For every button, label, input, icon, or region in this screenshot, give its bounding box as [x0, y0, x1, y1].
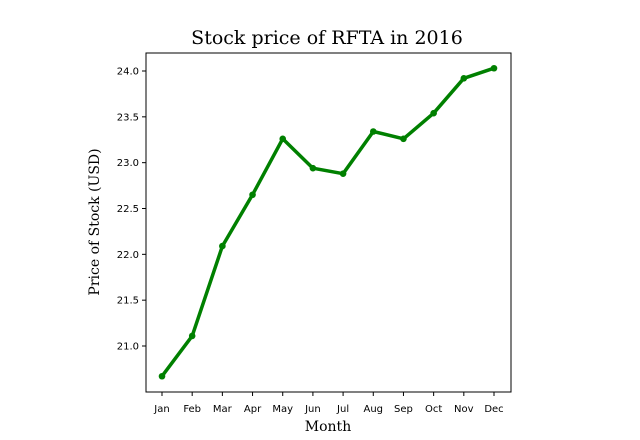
data-point — [188, 332, 196, 340]
x-tick-label: Oct — [425, 404, 442, 415]
x-tick-label: Dec — [484, 404, 503, 415]
data-point — [309, 164, 317, 172]
x-tick-label: Jan — [153, 404, 169, 415]
x-axis-label: Month — [305, 419, 351, 435]
x-tick-label: Jul — [336, 404, 349, 415]
series-line — [160, 66, 496, 378]
y-axis-label: Price of Stock (USD) — [87, 148, 103, 295]
x-tick-label: Aug — [364, 404, 384, 415]
data-point — [369, 128, 377, 135]
x-tick-label: Sep — [394, 404, 413, 415]
x-tick-label: Mar — [213, 404, 233, 415]
data-point — [460, 75, 468, 82]
data-point — [279, 135, 287, 143]
x-tick-label: Jun — [304, 404, 321, 415]
x-tick-label: Apr — [244, 404, 262, 415]
x-tick-label: Feb — [183, 404, 201, 415]
chart-title: Stock price of RFTA in 2016 — [191, 27, 463, 49]
data-point — [400, 135, 407, 143]
plot-area: 21.0 21.5 22.0 22.5 23.0 23.5 24.0 Jan Feb Mar Apr… — [117, 52, 512, 415]
data-point — [490, 64, 498, 72]
y-tick-label: 21.0 — [117, 342, 139, 353]
data-point — [249, 191, 256, 199]
x-tick-label: May — [272, 404, 293, 415]
y-tick-label: 21.5 — [117, 296, 139, 307]
data-point — [430, 109, 437, 117]
y-tick-label: 23.0 — [117, 158, 139, 169]
plot-frame — [145, 52, 512, 393]
x-tick-label: Nov — [454, 404, 474, 415]
data-point — [158, 372, 166, 380]
y-tick-label: 23.5 — [117, 112, 139, 123]
y-tick-label: 22.0 — [117, 250, 139, 261]
y-tick-label: 22.5 — [117, 204, 139, 215]
data-point — [219, 242, 226, 250]
y-tick-label: 24.0 — [117, 67, 139, 78]
data-point — [339, 170, 347, 177]
